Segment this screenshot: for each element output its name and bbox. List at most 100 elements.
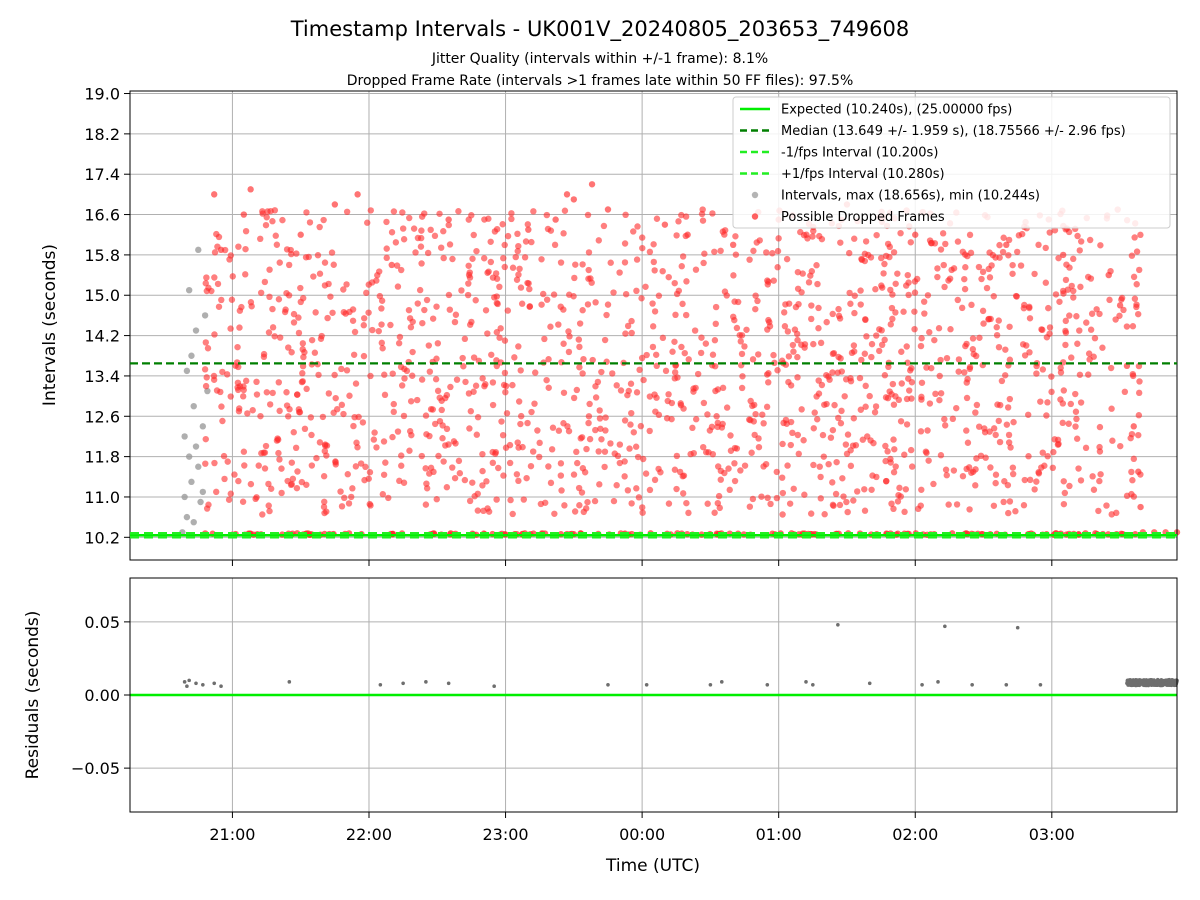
dropped-frame-point [906, 387, 913, 394]
dropped-frame-point [253, 378, 260, 386]
dropped-frame-point [445, 221, 452, 229]
dropped-frame-point [621, 240, 629, 247]
dropped-frame-point [283, 389, 290, 396]
dropped-frame-point [653, 215, 661, 222]
dropped-frame-point [774, 367, 781, 374]
dropped-frame-point [857, 287, 864, 294]
dropped-frame-point [717, 467, 725, 475]
dropped-frame-point [632, 443, 640, 450]
dropped-frame-point [1096, 423, 1104, 431]
dropped-frame-point [465, 390, 473, 397]
dropped-frame-point [283, 246, 291, 253]
interval-point [199, 423, 207, 430]
dropped-frame-point [426, 368, 434, 375]
dropped-frame-point [527, 462, 535, 470]
dropped-frame-point [881, 260, 888, 268]
dropped-frame-point [765, 379, 772, 386]
dropped-frame-point [360, 352, 368, 360]
dropped-frame-point [868, 340, 876, 348]
dropped-frame-point [412, 249, 419, 256]
dropped-frame-point [726, 486, 733, 494]
dropped-frame-point [321, 498, 328, 505]
dropped-frame-point [1128, 468, 1135, 476]
dropped-frame-point [868, 353, 875, 361]
dropped-frame-point [739, 373, 746, 380]
dropped-frame-point [451, 474, 459, 482]
dropped-frame-point [1064, 286, 1071, 293]
dropped-frame-point [211, 191, 218, 198]
dropped-frame-point [886, 253, 893, 261]
residuals-y-tick-label: 0.00 [84, 686, 120, 705]
dropped-frame-point [800, 437, 807, 444]
dropped-frame-point [655, 411, 663, 419]
intervals-points [179, 181, 1181, 538]
dropped-frame-point [202, 339, 209, 346]
dropped-frame-point [783, 255, 791, 263]
dropped-frame-point [423, 431, 430, 438]
dropped-frame-point [345, 500, 353, 507]
dropped-frame-point [508, 215, 515, 223]
dropped-frame-point [858, 356, 865, 364]
dropped-frame-point [646, 393, 654, 400]
dropped-frame-point [487, 258, 495, 266]
dropped-frame-point [576, 343, 583, 351]
dropped-frame-point [320, 216, 327, 224]
dropped-frame-point [1012, 508, 1019, 515]
dropped-frame-point [607, 440, 614, 447]
dropped-frame-point [949, 415, 957, 423]
dropped-frame-point [714, 419, 721, 427]
dropped-frame-point [390, 400, 397, 408]
dropped-frame-point [939, 230, 947, 237]
dropped-frame-point [738, 384, 746, 392]
dropped-frame-point [747, 397, 754, 405]
dropped-frame-point [517, 367, 524, 374]
dropped-frame-point [566, 291, 573, 298]
dropped-frame-point [1099, 344, 1106, 351]
legend-plus-one-fps-label: +1/fps Interval (10.280s) [781, 167, 945, 182]
dropped-frame-point [671, 466, 679, 473]
dropped-frame-point [913, 275, 921, 283]
dropped-frame-point [955, 368, 962, 375]
dropped-frame-point [969, 335, 977, 342]
dropped-frame-point [926, 237, 934, 244]
dropped-frame-point [624, 322, 632, 330]
dropped-frame-point [602, 427, 609, 434]
dropped-frame-point [231, 471, 238, 478]
dropped-frame-point [297, 231, 304, 238]
dropped-frame-point [416, 286, 424, 294]
residual-point [492, 684, 496, 689]
dropped-frame-point [302, 254, 310, 261]
dropped-frame-point [859, 436, 867, 443]
dropped-frame-point [1000, 498, 1007, 506]
dropped-frame-point [529, 448, 537, 455]
dropped-frame-point [917, 428, 925, 435]
dropped-frame-point [610, 289, 617, 296]
dropped-frame-point [856, 374, 864, 382]
dropped-frame-point [374, 272, 381, 279]
dropped-frame-point [449, 255, 456, 263]
dropped-frame-point [265, 480, 272, 488]
dropped-frame-point [557, 460, 565, 467]
dropped-frame-point [814, 280, 821, 288]
dropped-frame-point [665, 500, 673, 507]
dropped-frame-point [1091, 334, 1099, 342]
dropped-frame-point [566, 333, 573, 340]
dropped-frame-point [480, 255, 488, 262]
dropped-frame-point [1075, 465, 1082, 472]
dropped-frame-point [996, 438, 1004, 446]
dropped-frame-point [534, 427, 541, 434]
dropped-frame-point [530, 208, 537, 215]
dropped-frame-point [934, 265, 941, 272]
dropped-frame-point [627, 380, 635, 387]
dropped-frame-point [918, 393, 925, 401]
interval-point [201, 312, 209, 319]
dropped-frame-point [587, 275, 594, 282]
dropped-frame-point [850, 342, 858, 349]
dropped-frame-point [266, 266, 273, 273]
dropped-frame-point [1128, 430, 1136, 438]
dropped-frame-point [584, 498, 591, 506]
dropped-frame-point [810, 340, 817, 348]
dropped-frame-point [835, 305, 842, 313]
dropped-frame-point [545, 463, 552, 470]
dropped-frame-point [912, 231, 919, 238]
